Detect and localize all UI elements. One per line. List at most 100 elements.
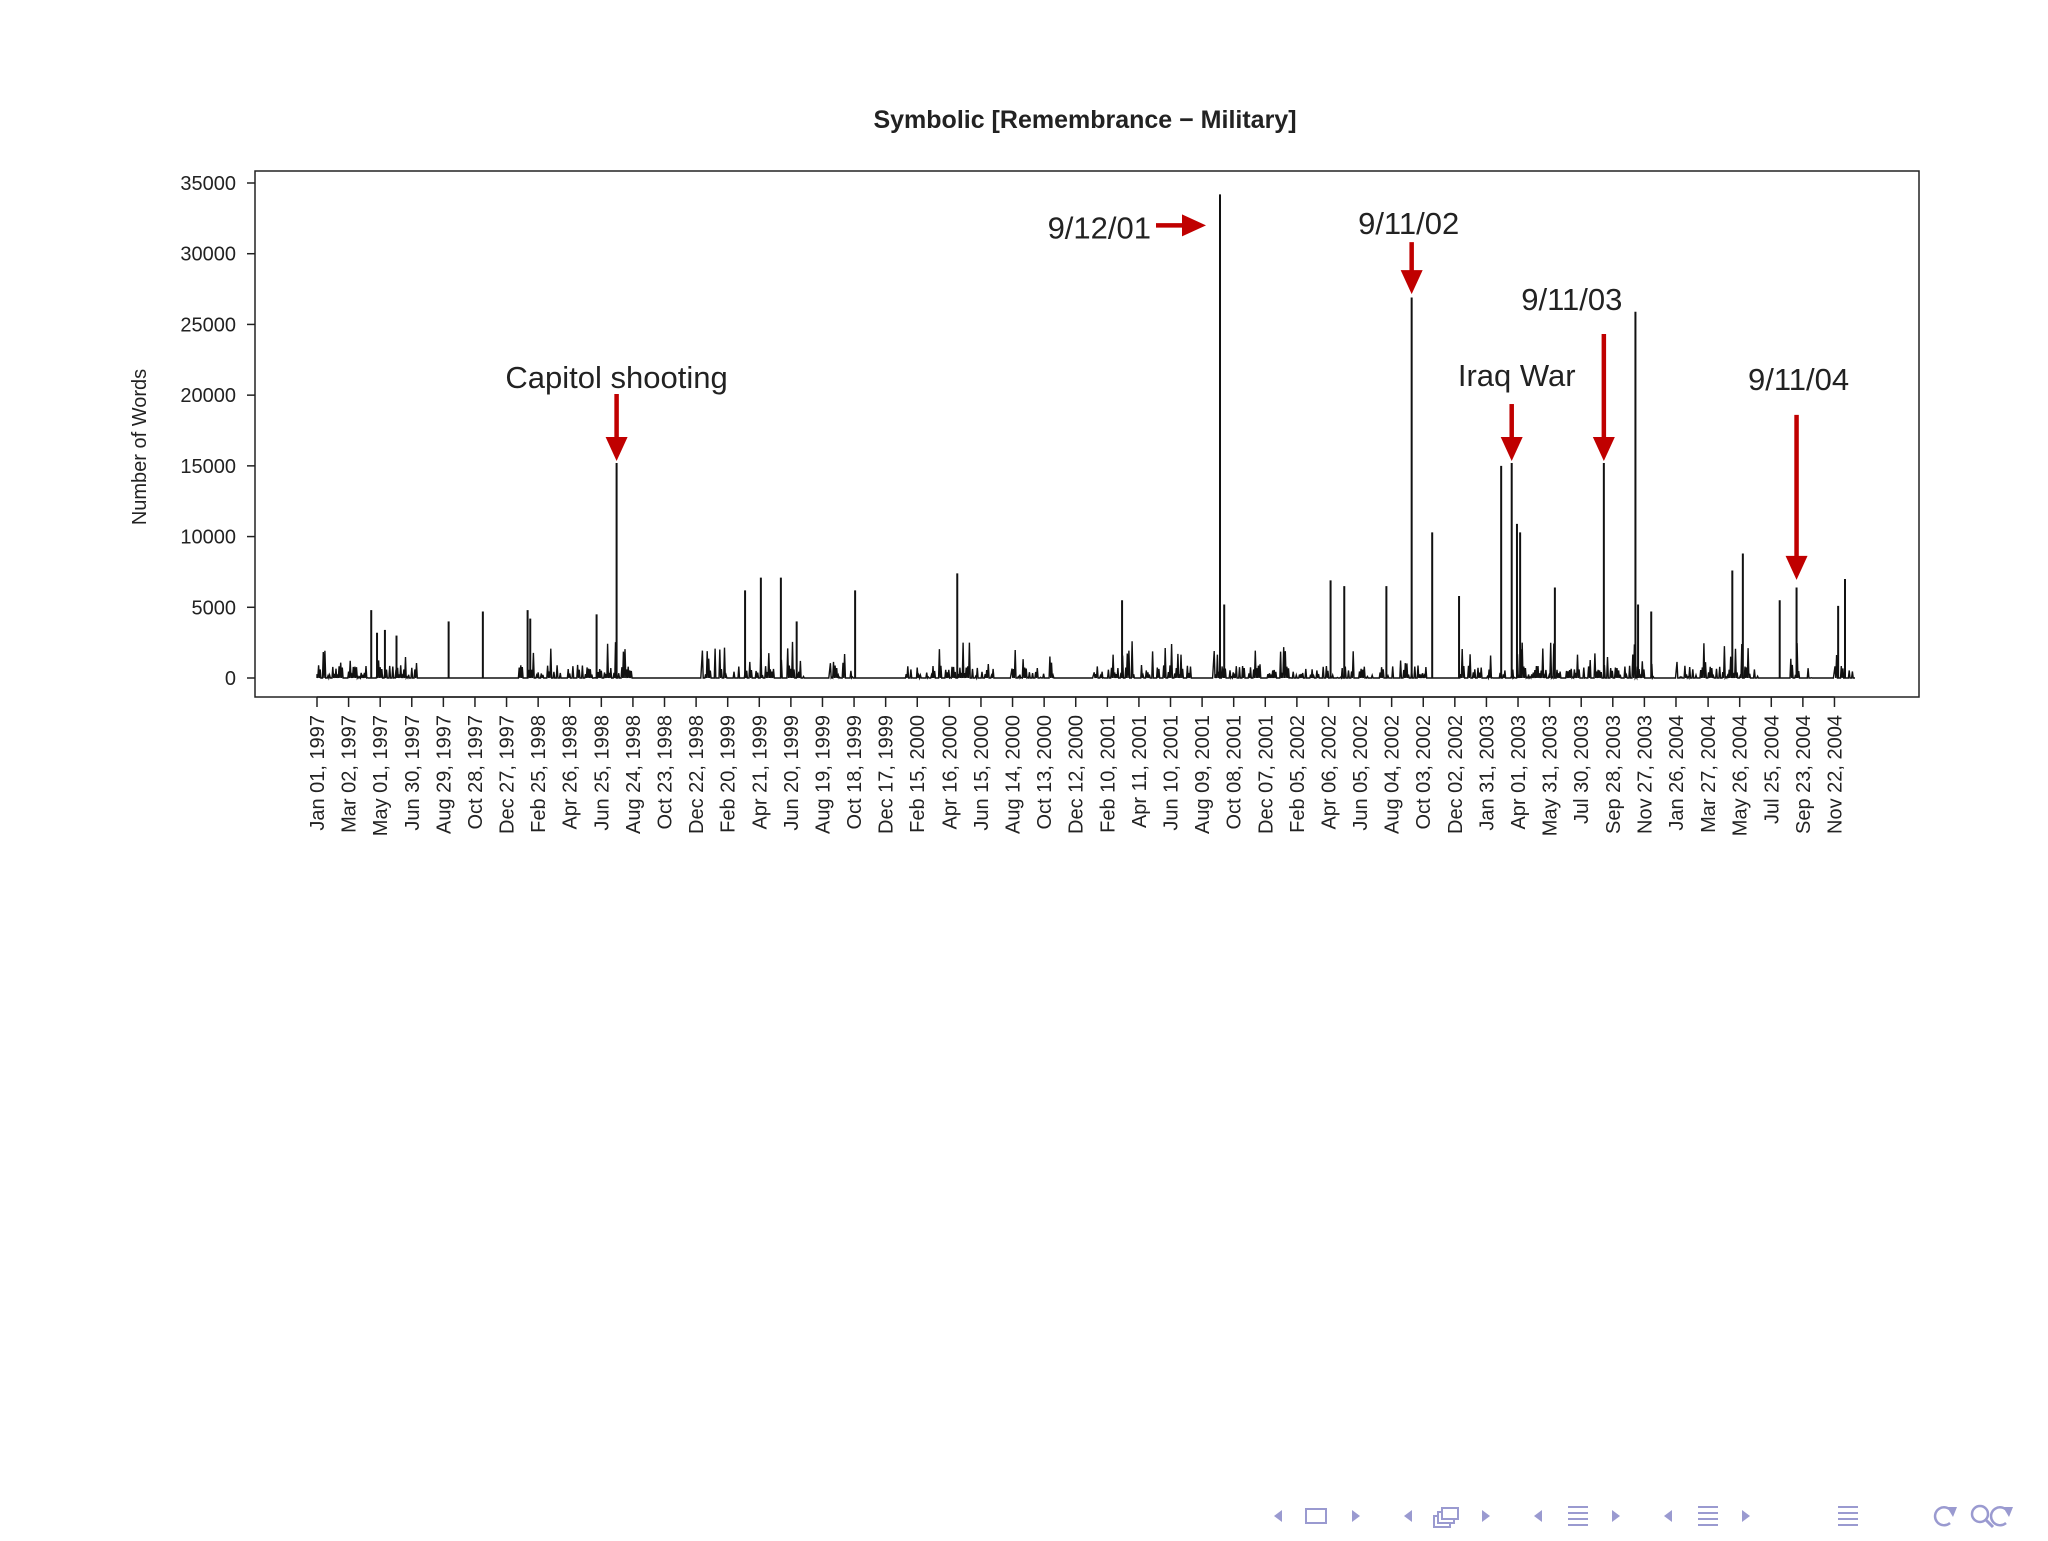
annotation: 9/12/01: [1048, 210, 1207, 245]
arrow-left-icon[interactable]: [1534, 1510, 1542, 1522]
x-tick-label: Dec 22, 1998: [686, 715, 708, 834]
y-axis-label: Number of Words: [129, 369, 151, 525]
x-tick-label: Jun 15, 2000: [971, 715, 993, 831]
frame-icon[interactable]: [1305, 1508, 1327, 1524]
x-tick-label: Dec 27, 1997: [497, 715, 519, 834]
arrow-right-icon[interactable]: [1482, 1510, 1490, 1522]
x-tick-label: Feb 10, 2001: [1097, 715, 1119, 833]
y-tick-label: 30000: [180, 244, 236, 266]
annotation: Capitol shooting: [505, 360, 728, 462]
x-axis: Jan 01, 1997 Mar 02, 1997 May 01, 1997 Jun …: [307, 696, 1846, 836]
x-tick-label: Sep 28, 2003: [1603, 715, 1625, 834]
chart-title: Symbolic [Remembrance − Military]: [873, 106, 1296, 134]
x-tick-label: Jan 26, 2004: [1666, 715, 1688, 831]
arrow-left-icon[interactable]: [1404, 1510, 1412, 1522]
arrow-right-icon[interactable]: [1742, 1510, 1750, 1522]
x-tick-label: Jul 30, 2003: [1571, 715, 1593, 824]
x-tick-label: Feb 25, 1998: [528, 715, 550, 833]
annotation-label: 9/12/01: [1048, 210, 1151, 245]
x-tick-label: Jun 30, 1997: [402, 715, 424, 831]
x-tick-label: Feb 05, 2002: [1287, 715, 1309, 833]
x-tick-label: Jul 25, 2004: [1761, 715, 1783, 824]
nav-svg: [1274, 1504, 2013, 1529]
arrow-head: [1500, 437, 1523, 462]
align-icon[interactable]: [1838, 1506, 1858, 1526]
x-tick-label: Dec 02, 2002: [1445, 715, 1467, 834]
x-tick-label: Mar 27, 2004: [1698, 715, 1720, 833]
y-tick-label: 35000: [180, 173, 236, 195]
arrow-right-icon[interactable]: [1612, 1510, 1620, 1522]
annotation: 9/11/03: [1521, 282, 1622, 462]
x-tick-label: Oct 18, 1999: [844, 715, 866, 830]
x-tick-label: Oct 03, 2002: [1413, 715, 1435, 830]
x-tick-label: Mar 02, 1997: [339, 715, 361, 833]
series-line: [316, 641, 1855, 681]
x-tick-label: Jan 01, 1997: [307, 715, 329, 831]
x-tick-label: Aug 09, 2001: [1192, 715, 1214, 834]
undo-icon[interactable]: [1989, 1505, 2013, 1527]
x-tick-label: Aug 14, 2000: [1003, 715, 1025, 834]
x-tick-label: Jan 31, 2003: [1476, 715, 1498, 831]
subsection-icon[interactable]: [1433, 1507, 1459, 1528]
annotations: Capitol shooting 9/12/01 9/11/02 9/11/03 Ira…: [505, 206, 1849, 580]
y-tick-label: 20000: [180, 385, 236, 407]
x-tick-label: Nov 22, 2004: [1824, 715, 1846, 834]
y-tick-label: 10000: [180, 527, 236, 549]
x-tick-label: Dec 17, 1999: [876, 715, 898, 834]
section-icon[interactable]: [1568, 1506, 1588, 1526]
annotation-label: 9/11/03: [1521, 282, 1622, 317]
arrow-left-icon[interactable]: [1274, 1510, 1282, 1522]
annotation: 9/11/02: [1358, 206, 1459, 295]
series: [316, 194, 1855, 681]
arrow-head: [1400, 270, 1423, 295]
y-axis: 0 5000 10000 15000 20000 25000 30000 35000: [180, 173, 255, 690]
x-tick-label: May 31, 2003: [1540, 715, 1562, 836]
loop-icon[interactable]: [1933, 1505, 1957, 1527]
x-tick-label: Apr 11, 2001: [1129, 715, 1151, 828]
x-tick-label: Jun 05, 2002: [1350, 715, 1372, 831]
annotation-label: Capitol shooting: [505, 360, 727, 395]
x-tick-label: Feb 20, 1999: [718, 715, 740, 833]
x-tick-label: May 01, 1997: [370, 715, 392, 836]
arrow-left-icon[interactable]: [1664, 1510, 1672, 1522]
x-tick-label: Aug 24, 1998: [623, 715, 645, 834]
annotation-label: Iraq War: [1458, 358, 1576, 393]
x-tick-label: Jun 10, 2001: [1161, 715, 1183, 831]
x-tick-label: Aug 29, 1997: [433, 715, 455, 834]
y-tick-label: 25000: [180, 314, 236, 336]
x-tick-label: Oct 23, 1998: [655, 715, 677, 830]
x-tick-label: Feb 15, 2000: [907, 715, 929, 833]
arrow-right-icon[interactable]: [1352, 1510, 1360, 1522]
x-tick-label: Aug 19, 1999: [812, 715, 834, 834]
x-tick-label: Apr 01, 2003: [1508, 715, 1530, 830]
annotation-label: 9/11/04: [1748, 362, 1849, 397]
x-tick-label: Jun 25, 1998: [591, 715, 613, 831]
y-tick-label: 15000: [180, 456, 236, 478]
arrow-head: [1785, 555, 1808, 580]
plot-frame: [254, 170, 1920, 698]
y-tick-label: 0: [225, 668, 236, 690]
x-tick-label: Oct 08, 2001: [1224, 715, 1246, 830]
annotation: Iraq War: [1458, 358, 1576, 462]
search-icon[interactable]: [1970, 1504, 1995, 1529]
arrow-head: [1182, 214, 1207, 237]
x-tick-label: Apr 21, 1999: [749, 715, 771, 830]
x-tick-label: Apr 26, 1998: [560, 715, 582, 830]
x-tick-label: Oct 28, 1997: [465, 715, 487, 830]
x-tick-label: May 26, 2004: [1730, 715, 1752, 836]
x-tick-label: Apr 06, 2002: [1318, 715, 1340, 830]
x-tick-label: Jun 20, 1999: [781, 715, 803, 831]
annotation: 9/11/04: [1748, 362, 1849, 580]
y-tick-label: 5000: [192, 597, 237, 619]
outline-icon[interactable]: [1698, 1506, 1718, 1526]
x-tick-label: Oct 13, 2000: [1034, 715, 1056, 830]
x-tick-label: Dec 07, 2001: [1255, 715, 1277, 834]
x-tick-label: Sep 23, 2004: [1793, 715, 1815, 834]
x-tick-label: Apr 16, 2000: [939, 715, 961, 830]
x-tick-label: Nov 27, 2003: [1634, 715, 1656, 834]
x-tick-label: Aug 04, 2002: [1382, 715, 1404, 834]
arrow-head: [1592, 437, 1615, 462]
beamer-navigation-bar: [1260, 1496, 2020, 1536]
